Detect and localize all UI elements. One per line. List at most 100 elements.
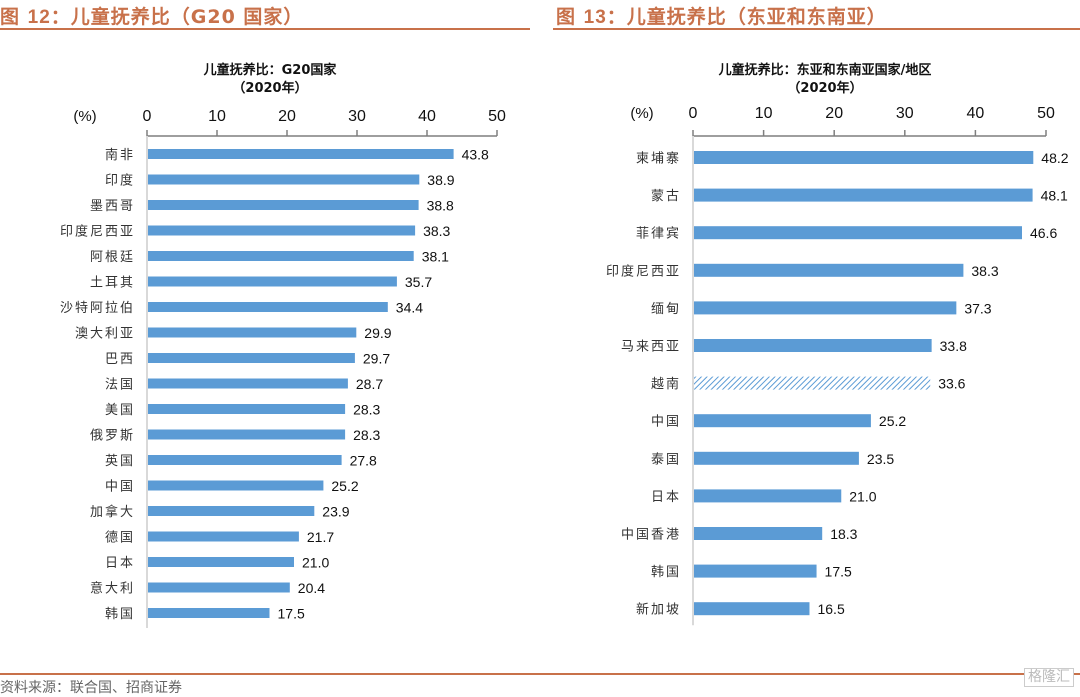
figure-13-prefix: 图	[556, 6, 584, 28]
value-label: 46.6	[1030, 225, 1057, 241]
category-label: 意大利	[90, 581, 135, 596]
x-tick-label: 10	[208, 108, 226, 125]
category-label: 法国	[105, 377, 135, 392]
x-tick-label: 30	[348, 108, 366, 125]
x-tick-label: 40	[967, 105, 985, 122]
bar	[148, 557, 294, 567]
value-label: 35.7	[405, 274, 432, 290]
value-label: 38.1	[422, 249, 449, 265]
category-label: 印度	[105, 173, 135, 188]
bar	[148, 302, 388, 312]
category-label: 马来西亚	[621, 339, 681, 354]
value-label: 28.7	[356, 376, 383, 392]
figure-12-prefix: 图	[0, 6, 28, 28]
chart-13-title-line2: （2020年）	[787, 81, 863, 96]
bar	[148, 276, 397, 287]
category-label: 美国	[105, 402, 135, 417]
category-label: 菲律宾	[636, 226, 681, 241]
figure-12-title: 图 12：儿童抚养比（G20 国家）	[0, 2, 303, 29]
value-label: 21.7	[307, 529, 334, 545]
bar	[148, 480, 324, 491]
value-label: 20.4	[298, 580, 325, 596]
value-label: 29.7	[363, 351, 390, 367]
bar	[694, 451, 859, 465]
bar	[148, 149, 454, 159]
bar	[148, 353, 355, 363]
value-label: 17.5	[278, 606, 305, 622]
bar	[694, 301, 957, 315]
figure-12-rule	[0, 28, 530, 30]
chart-12-title: 儿童抚养比：G20国家 （2020年）	[140, 62, 400, 98]
x-tick-label: 10	[755, 105, 773, 122]
category-label: 阿根廷	[90, 249, 135, 264]
value-label: 38.9	[427, 172, 454, 188]
chart-12-title-line2: （2020年）	[232, 81, 308, 96]
value-label: 48.1	[1041, 188, 1068, 204]
bar	[148, 174, 420, 185]
value-label: 43.8	[462, 147, 489, 163]
chart-13-title-line1: 儿童抚养比：东亚和东南亚国家/地区	[718, 63, 932, 78]
unit-label: (%)	[73, 108, 96, 125]
category-label: 南非	[105, 147, 135, 162]
figure-12-caption: ：儿童抚养比（G20 国家）	[50, 6, 304, 28]
category-label: 韩国	[105, 606, 135, 621]
value-label: 27.8	[350, 453, 377, 469]
value-label: 25.2	[331, 478, 358, 494]
figure-13-rule	[553, 28, 1080, 30]
figure-12-number: 12	[27, 7, 51, 28]
x-tick-label: 20	[825, 105, 843, 122]
value-label: 38.8	[427, 198, 454, 214]
value-label: 29.9	[364, 325, 391, 341]
bar	[148, 404, 346, 414]
category-label: 巴西	[105, 351, 135, 366]
category-label: 俄罗斯	[90, 428, 135, 443]
category-label: 沙特阿拉伯	[60, 300, 135, 315]
category-label: 澳大利亚	[75, 326, 135, 341]
value-label: 16.5	[817, 601, 844, 617]
figure-13-number: 13	[583, 7, 607, 28]
value-label: 37.3	[964, 300, 991, 316]
value-label: 33.8	[940, 338, 967, 354]
value-label: 38.3	[423, 223, 450, 239]
bar	[148, 429, 346, 440]
category-label: 新加坡	[636, 602, 681, 617]
figure-13-title: 图 13：儿童抚养比（东亚和东南亚）	[556, 2, 887, 29]
category-label: 印度尼西亚	[606, 263, 681, 278]
category-label: 英国	[105, 453, 135, 468]
x-tick-label: 20	[278, 108, 296, 125]
bar	[148, 531, 299, 542]
figure-13-caption: ：儿童抚养比（东亚和东南亚）	[606, 6, 887, 28]
bar	[148, 506, 315, 516]
x-tick-label: 30	[896, 105, 914, 122]
category-label: 中国香港	[621, 527, 681, 542]
category-label: 日本	[651, 489, 681, 504]
value-label: 23.9	[322, 504, 349, 520]
bar	[148, 225, 416, 236]
bar	[148, 327, 357, 338]
bar	[148, 582, 290, 593]
category-label: 印度尼西亚	[60, 224, 135, 239]
category-label: 中国	[651, 414, 681, 429]
bar	[148, 378, 348, 389]
bar	[694, 188, 1033, 202]
value-label: 18.3	[830, 526, 857, 542]
watermark-logo: 格隆汇	[1024, 668, 1074, 687]
chart-13-east-asia: (%) 0 10 20 30 40 50 柬埔寨 48.2 蒙古 48.1 菲律宾 46.6 印度尼西亚 3…	[606, 105, 1069, 626]
category-label: 中国	[105, 479, 135, 494]
category-label: 越南	[651, 376, 681, 391]
x-tick-label: 0	[689, 105, 698, 122]
source-note: 资料来源：联合国、招商证券	[0, 680, 182, 696]
x-tick-label: 50	[1037, 105, 1055, 122]
value-label: 38.3	[971, 263, 998, 279]
value-label: 23.5	[867, 451, 894, 467]
value-label: 21.0	[302, 555, 329, 571]
unit-label: (%)	[630, 105, 653, 122]
bar	[694, 226, 1022, 240]
bar	[694, 414, 871, 428]
bar	[148, 455, 342, 465]
category-label: 泰国	[651, 451, 681, 466]
bar	[694, 527, 823, 540]
category-label: 缅甸	[651, 301, 681, 316]
category-label: 土耳其	[90, 275, 135, 290]
category-label: 墨西哥	[90, 198, 135, 213]
